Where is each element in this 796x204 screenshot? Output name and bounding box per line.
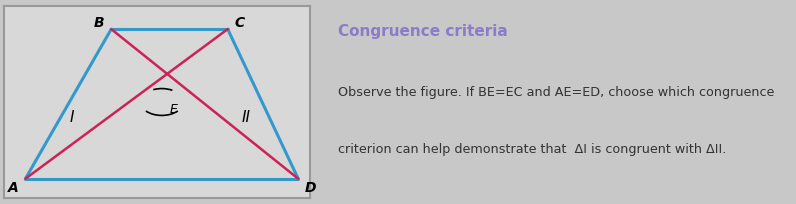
Text: II: II <box>241 110 251 125</box>
Text: Observe the figure. If BE=EC and AE=ED, choose which congruence: Observe the figure. If BE=EC and AE=ED, … <box>338 86 774 99</box>
Text: A: A <box>8 181 18 195</box>
Text: Congruence criteria: Congruence criteria <box>338 24 507 40</box>
Text: criterion can help demonstrate that  ΔI is congruent with ΔII.: criterion can help demonstrate that ΔI i… <box>338 143 726 156</box>
Text: B: B <box>94 16 104 30</box>
Text: C: C <box>235 16 245 30</box>
Text: E: E <box>170 103 178 116</box>
Text: I: I <box>69 110 74 125</box>
Text: D: D <box>305 181 316 195</box>
